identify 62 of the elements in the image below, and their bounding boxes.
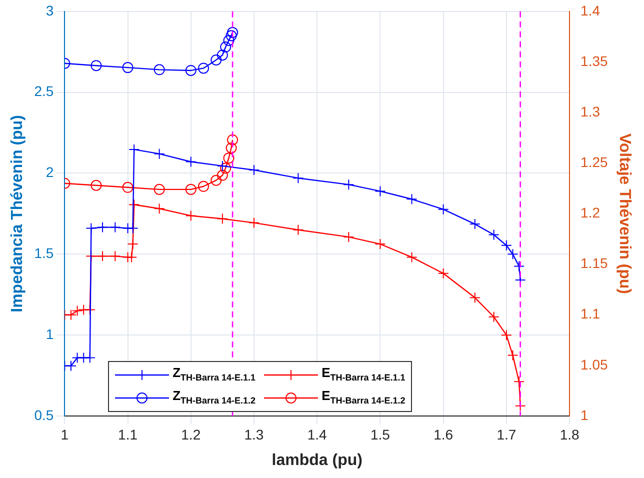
point bbox=[185, 184, 196, 195]
point bbox=[90, 180, 102, 191]
y2-tick-label: 1.1 bbox=[580, 306, 600, 322]
point bbox=[223, 35, 234, 46]
y2-tick-label: 1.25 bbox=[580, 154, 608, 170]
point bbox=[198, 62, 210, 74]
x-tick-label: 1.2 bbox=[181, 426, 201, 442]
point bbox=[500, 240, 512, 251]
y2-tick-label: 1.4 bbox=[580, 2, 600, 18]
point bbox=[500, 330, 512, 341]
y2-axis-title: Voltaje Thévenin (pu) bbox=[616, 133, 633, 294]
y-tick-label: 1.5 bbox=[34, 245, 54, 262]
point bbox=[154, 64, 165, 76]
y2-tick-label: 1.05 bbox=[580, 356, 608, 372]
x-tick-label: 1.3 bbox=[244, 426, 264, 442]
x-tick-label: 1 bbox=[60, 426, 69, 442]
y-tick-label: 0.5 bbox=[34, 406, 54, 423]
y-tick-label: 2 bbox=[46, 164, 54, 180]
point bbox=[220, 162, 232, 174]
point bbox=[488, 311, 500, 322]
x-axis-title: lambda (pu) bbox=[272, 452, 362, 469]
y2-tick-label: 1.15 bbox=[580, 255, 608, 272]
x-tick-label: 1.7 bbox=[496, 426, 516, 442]
y-axis-title: Impedancia Thévenin (pu) bbox=[9, 115, 26, 312]
y-tick-label: 1 bbox=[46, 326, 54, 342]
point bbox=[438, 268, 449, 279]
point bbox=[122, 62, 134, 74]
x-tick-label: 1.6 bbox=[434, 426, 454, 442]
point bbox=[223, 152, 234, 164]
point bbox=[220, 42, 232, 53]
point bbox=[227, 26, 238, 38]
point bbox=[507, 248, 518, 260]
point bbox=[216, 170, 228, 181]
legend-label: E$_{TH-Barra 14-E.1.2}$ bbox=[322, 386, 406, 408]
point bbox=[185, 64, 196, 76]
y2-tick-label: 1 bbox=[580, 406, 589, 423]
y-tick-label: 3 bbox=[46, 2, 54, 18]
legend-label: Z$_{TH-Barra 14-E.1.1}$ bbox=[172, 364, 256, 385]
point bbox=[226, 142, 237, 154]
point bbox=[469, 292, 480, 304]
x-tick-label: 1.4 bbox=[307, 426, 328, 442]
point bbox=[226, 30, 237, 42]
y2-tick-label: 1.2 bbox=[580, 204, 600, 221]
point bbox=[210, 174, 222, 186]
legend-label: Z$_{TH-Barra 14-E.1.2}$ bbox=[172, 386, 256, 408]
point bbox=[216, 50, 228, 61]
legend-label: E$_{TH-Barra 14-E.1.1}$ bbox=[322, 364, 406, 385]
point bbox=[210, 54, 222, 66]
point bbox=[90, 60, 102, 72]
x-tick-label: 1.1 bbox=[118, 426, 138, 442]
point bbox=[438, 204, 449, 215]
point bbox=[227, 134, 238, 146]
point bbox=[488, 229, 500, 240]
point bbox=[198, 180, 210, 192]
point bbox=[406, 252, 418, 263]
point bbox=[122, 182, 134, 193]
y2-tick-label: 1.35 bbox=[580, 52, 608, 69]
x-tick-label: 1.8 bbox=[560, 426, 580, 442]
y-tick-label: 2.5 bbox=[34, 83, 54, 100]
x-tick-label: 1.5 bbox=[370, 426, 390, 442]
y2-tick-label: 1.3 bbox=[580, 103, 600, 120]
point bbox=[154, 184, 165, 195]
